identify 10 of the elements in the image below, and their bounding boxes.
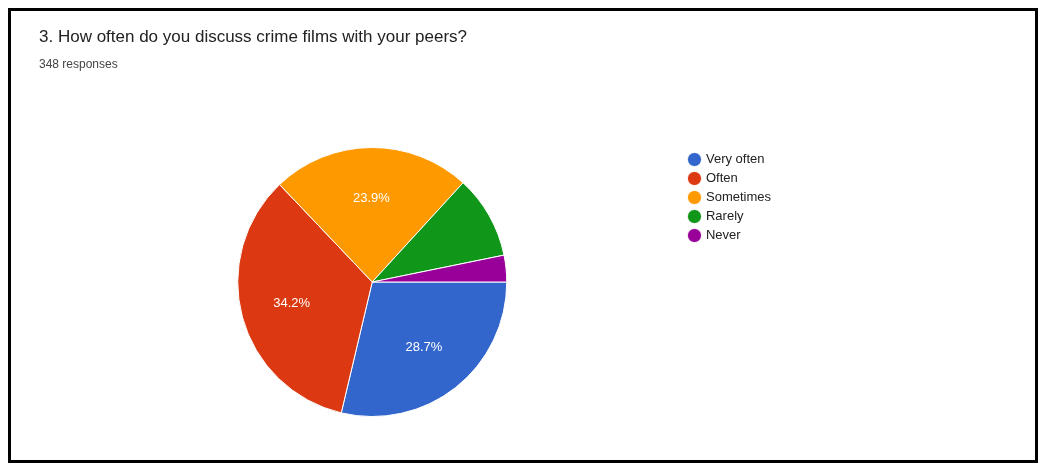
data-label: 28.7%: [405, 338, 443, 354]
chart-title: 3. How often do you discuss crime films with your peers?: [39, 27, 468, 47]
legend-label: Rarely: [705, 208, 745, 224]
legend-label: Never: [705, 227, 742, 243]
data-label: 34.2%: [273, 295, 311, 311]
legend-label: Sometimes: [705, 189, 772, 205]
legend-label: Often: [705, 170, 738, 186]
text: 348 responses: [39, 57, 118, 71]
data-label: 23.9%: [353, 190, 391, 206]
legend-label: Very often: [705, 151, 765, 167]
